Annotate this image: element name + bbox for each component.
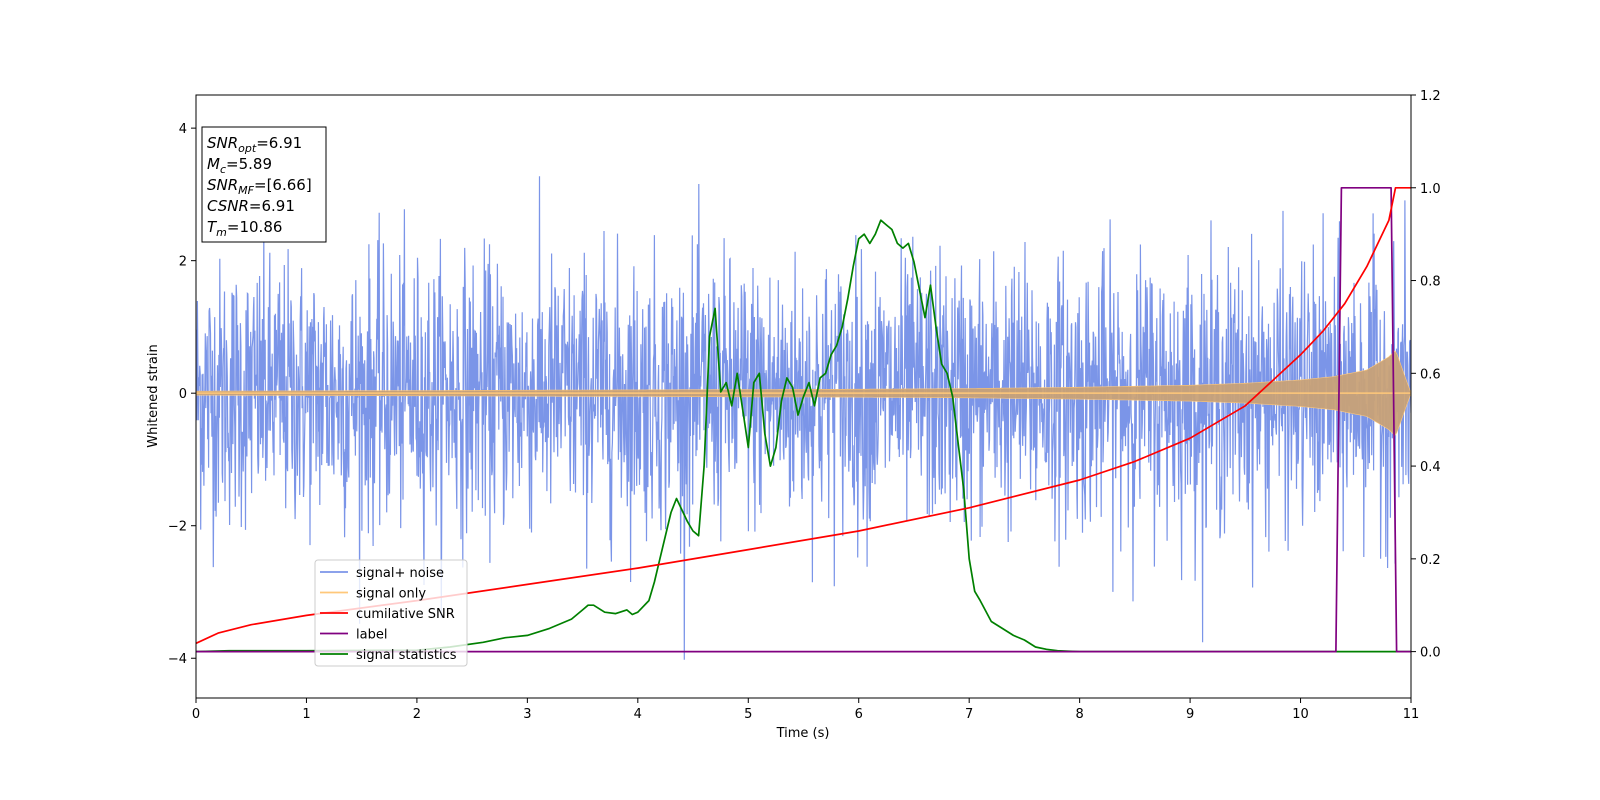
- y2-tick-label: 0.2: [1420, 553, 1441, 568]
- x-tick-label: 8: [1075, 707, 1083, 722]
- annotation-line: Mc=5.89: [207, 155, 272, 176]
- x-tick-label: 9: [1186, 707, 1194, 722]
- y2-tick-label: 0.0: [1420, 646, 1441, 661]
- x-tick-label: 1: [302, 707, 310, 722]
- annotation-line: SNRMF=[6.66]: [207, 176, 312, 197]
- legend-label: signal only: [356, 587, 426, 602]
- y-tick-label: 2: [179, 255, 187, 270]
- x-tick-label: 0: [192, 707, 200, 722]
- y2-tick-label: 0.4: [1420, 460, 1441, 475]
- axes: 0 1 2 3 4 5 6 7 8 9 10 11 −4 −2 0 2 4 0.0 0.2 0.4 0.6 0.8 1.0 1…: [168, 89, 1441, 722]
- legend-label: cumilative SNR: [356, 607, 455, 622]
- legend: signal+ noise signal only cumilative SNR la…: [314, 559, 468, 667]
- y2-tick-label: 1.0: [1420, 182, 1441, 197]
- annotation-line: CSNR=6.91: [207, 197, 295, 215]
- y2-tick-label: 1.2: [1420, 89, 1441, 104]
- signal-noise-series: [196, 176, 1411, 660]
- legend-label: signal+ noise: [356, 566, 444, 581]
- signal-only-series: [196, 350, 1411, 436]
- x-tick-label: 7: [965, 707, 973, 722]
- y-tick-label: 0: [179, 387, 187, 402]
- y2-tick-label: 0.6: [1420, 367, 1441, 382]
- x-tick-label: 5: [744, 707, 752, 722]
- y-tick-label: 4: [179, 122, 187, 137]
- x-tick-label: 10: [1292, 707, 1309, 722]
- annotation-line: Tm=10.86: [207, 218, 282, 239]
- y2-tick-label: 0.8: [1420, 275, 1441, 290]
- signal-noise-line: [196, 176, 1411, 660]
- y-tick-label: −2: [168, 520, 187, 535]
- x-tick-label: 3: [523, 707, 531, 722]
- plot-frame: [195, 94, 1412, 699]
- annotation-line: SNRopt=6.91: [207, 134, 302, 155]
- legend-label: signal statistics: [356, 648, 457, 663]
- label-line: [196, 186, 1411, 653]
- signal-statistics-line: [196, 219, 1411, 653]
- y-axis-title: Whitened strain: [146, 344, 161, 447]
- y-tick-label: −4: [168, 652, 187, 667]
- x-tick-label: 4: [634, 707, 642, 722]
- x-tick-label: 6: [855, 707, 863, 722]
- x-axis-title: Time (s): [776, 726, 830, 741]
- x-tick-label: 11: [1403, 707, 1420, 722]
- legend-label: label: [356, 628, 387, 643]
- x-tick-label: 2: [413, 707, 421, 722]
